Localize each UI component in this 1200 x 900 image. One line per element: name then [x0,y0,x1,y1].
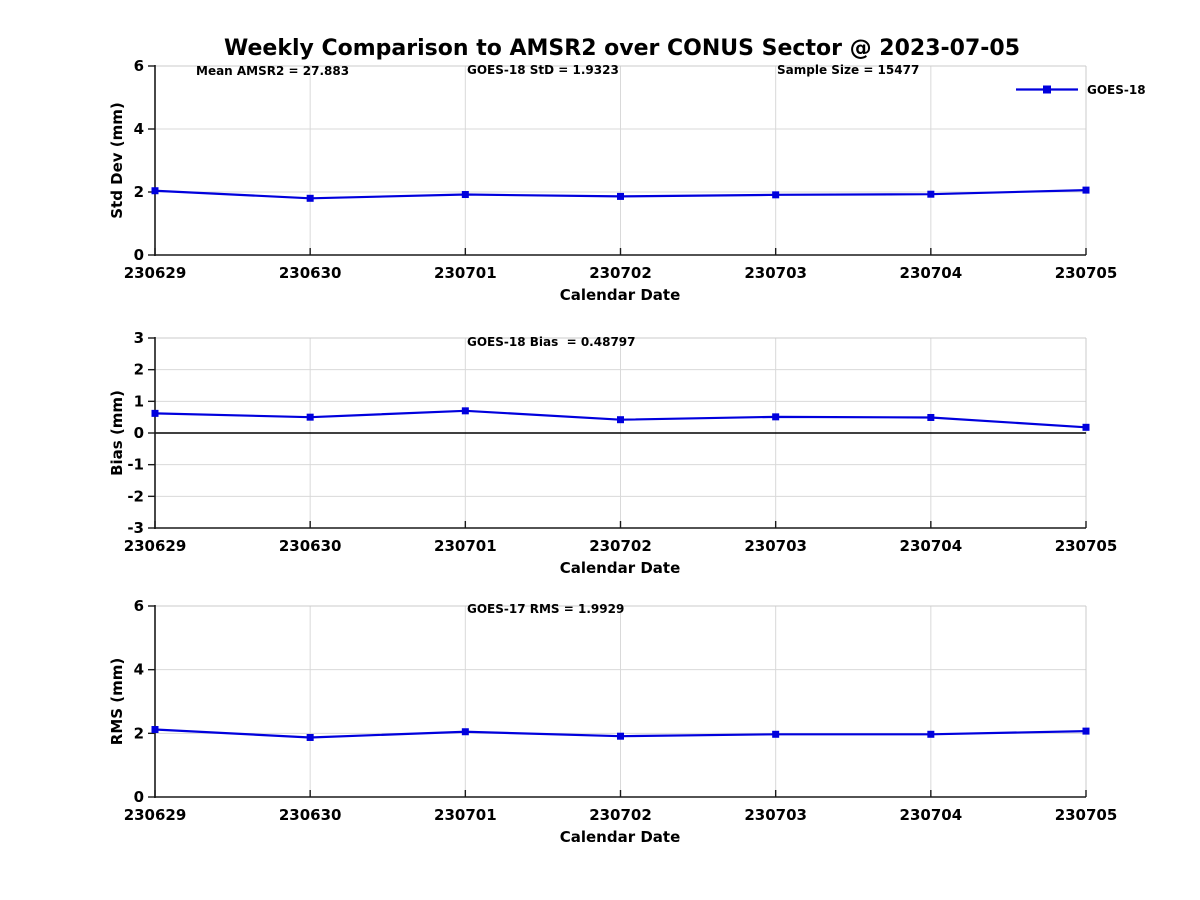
subplot-stddev: 230629 230630 230701 230702 230703 230704 2307… [124,57,1118,282]
data-point-marker [772,730,780,738]
y-tick-label: 0 [134,246,144,264]
annotation-goes18-bias: GOES-18 Bias = 0.48797 [467,335,636,349]
subplot-bias: 230629 230630 230701 230702 230703 230704 2307… [124,329,1118,555]
y-tick-label: 0 [134,788,144,806]
legend: GOES-18 [1016,83,1146,97]
data-point-marker [617,416,624,424]
data-point-marker [927,730,935,738]
x-tick-label: 230701 [434,264,497,282]
data-point-marker [927,413,935,421]
y-axis-label-stddev: Std Dev (mm) [108,102,126,219]
figure-title: Weekly Comparison to AMSR2 over CONUS Se… [224,36,1020,61]
x-tick-label: 230703 [744,264,807,282]
annotation-goes17-rms: GOES-17 RMS = 1.9929 [467,602,624,616]
data-point-marker [927,190,935,198]
y-tick-label: 4 [134,120,144,138]
y-tick-label: -2 [127,487,144,505]
x-axis-label-middle: Calendar Date [560,559,681,577]
x-tick-label: 230629 [124,806,187,824]
y-tick-label: 4 [134,661,144,679]
data-point-marker [1082,423,1090,431]
x-tick-label: 230704 [900,806,963,824]
y-tick-label: 3 [134,329,144,347]
x-tick-label: 230629 [124,537,187,555]
y-tick-label: 2 [134,724,144,742]
x-tick-label: 230705 [1055,537,1118,555]
x-tick-label: 230704 [900,264,963,282]
data-point-marker [617,732,624,740]
data-point-marker [151,726,159,734]
x-tick-label: 230630 [279,264,342,282]
data-point-marker [617,192,624,200]
legend-label: GOES-18 [1087,83,1146,97]
y-tick-label: 1 [134,392,144,410]
data-point-marker [306,733,314,741]
x-axis-label-bottom: Calendar Date [560,828,681,846]
x-axis-label-top: Calendar Date [560,286,681,304]
x-tick-label: 230705 [1055,806,1118,824]
y-tick-label: 6 [134,597,144,615]
data-point-marker [306,194,314,202]
y-axis-label-rms: RMS (mm) [108,658,126,745]
x-tick-label: 230701 [434,806,497,824]
x-tick-label: 230702 [589,264,652,282]
data-point-marker [1082,186,1090,194]
x-tick-label: 230701 [434,537,497,555]
x-tick-label: 230629 [124,264,187,282]
x-tick-label: 230703 [744,537,807,555]
x-tick-label: 230630 [279,806,342,824]
data-point-marker [772,413,780,421]
y-tick-label: 0 [134,424,144,442]
data-point-marker [1082,727,1090,735]
data-point-marker [461,728,469,736]
x-tick-label: 230702 [589,806,652,824]
y-tick-label: 6 [134,57,144,75]
data-point-marker [461,191,469,199]
y-tick-label: 2 [134,183,144,201]
x-tick-label: 230702 [589,537,652,555]
annotation-mean-amsr2: Mean AMSR2 = 27.883 [196,64,349,78]
y-tick-label: 2 [134,361,144,379]
data-point-marker [461,407,469,415]
data-point-marker [306,413,314,421]
y-axis-label-bias: Bias (mm) [108,390,126,476]
legend-marker-square [1043,85,1051,94]
x-tick-label: 230705 [1055,264,1118,282]
x-tick-label: 230704 [900,537,963,555]
data-point-marker [151,409,159,417]
y-tick-label: -1 [127,456,144,474]
annotation-sample-size: Sample Size = 15477 [777,63,919,77]
annotation-goes18-std: GOES-18 StD = 1.9323 [467,63,619,77]
data-point-marker [772,191,780,199]
x-tick-label: 230630 [279,537,342,555]
x-tick-label: 230703 [744,806,807,824]
data-point-marker [151,187,159,195]
y-tick-label: -3 [127,519,144,537]
subplot-rms: 230629 230630 230701 230702 230703 230704 2307… [124,597,1118,824]
